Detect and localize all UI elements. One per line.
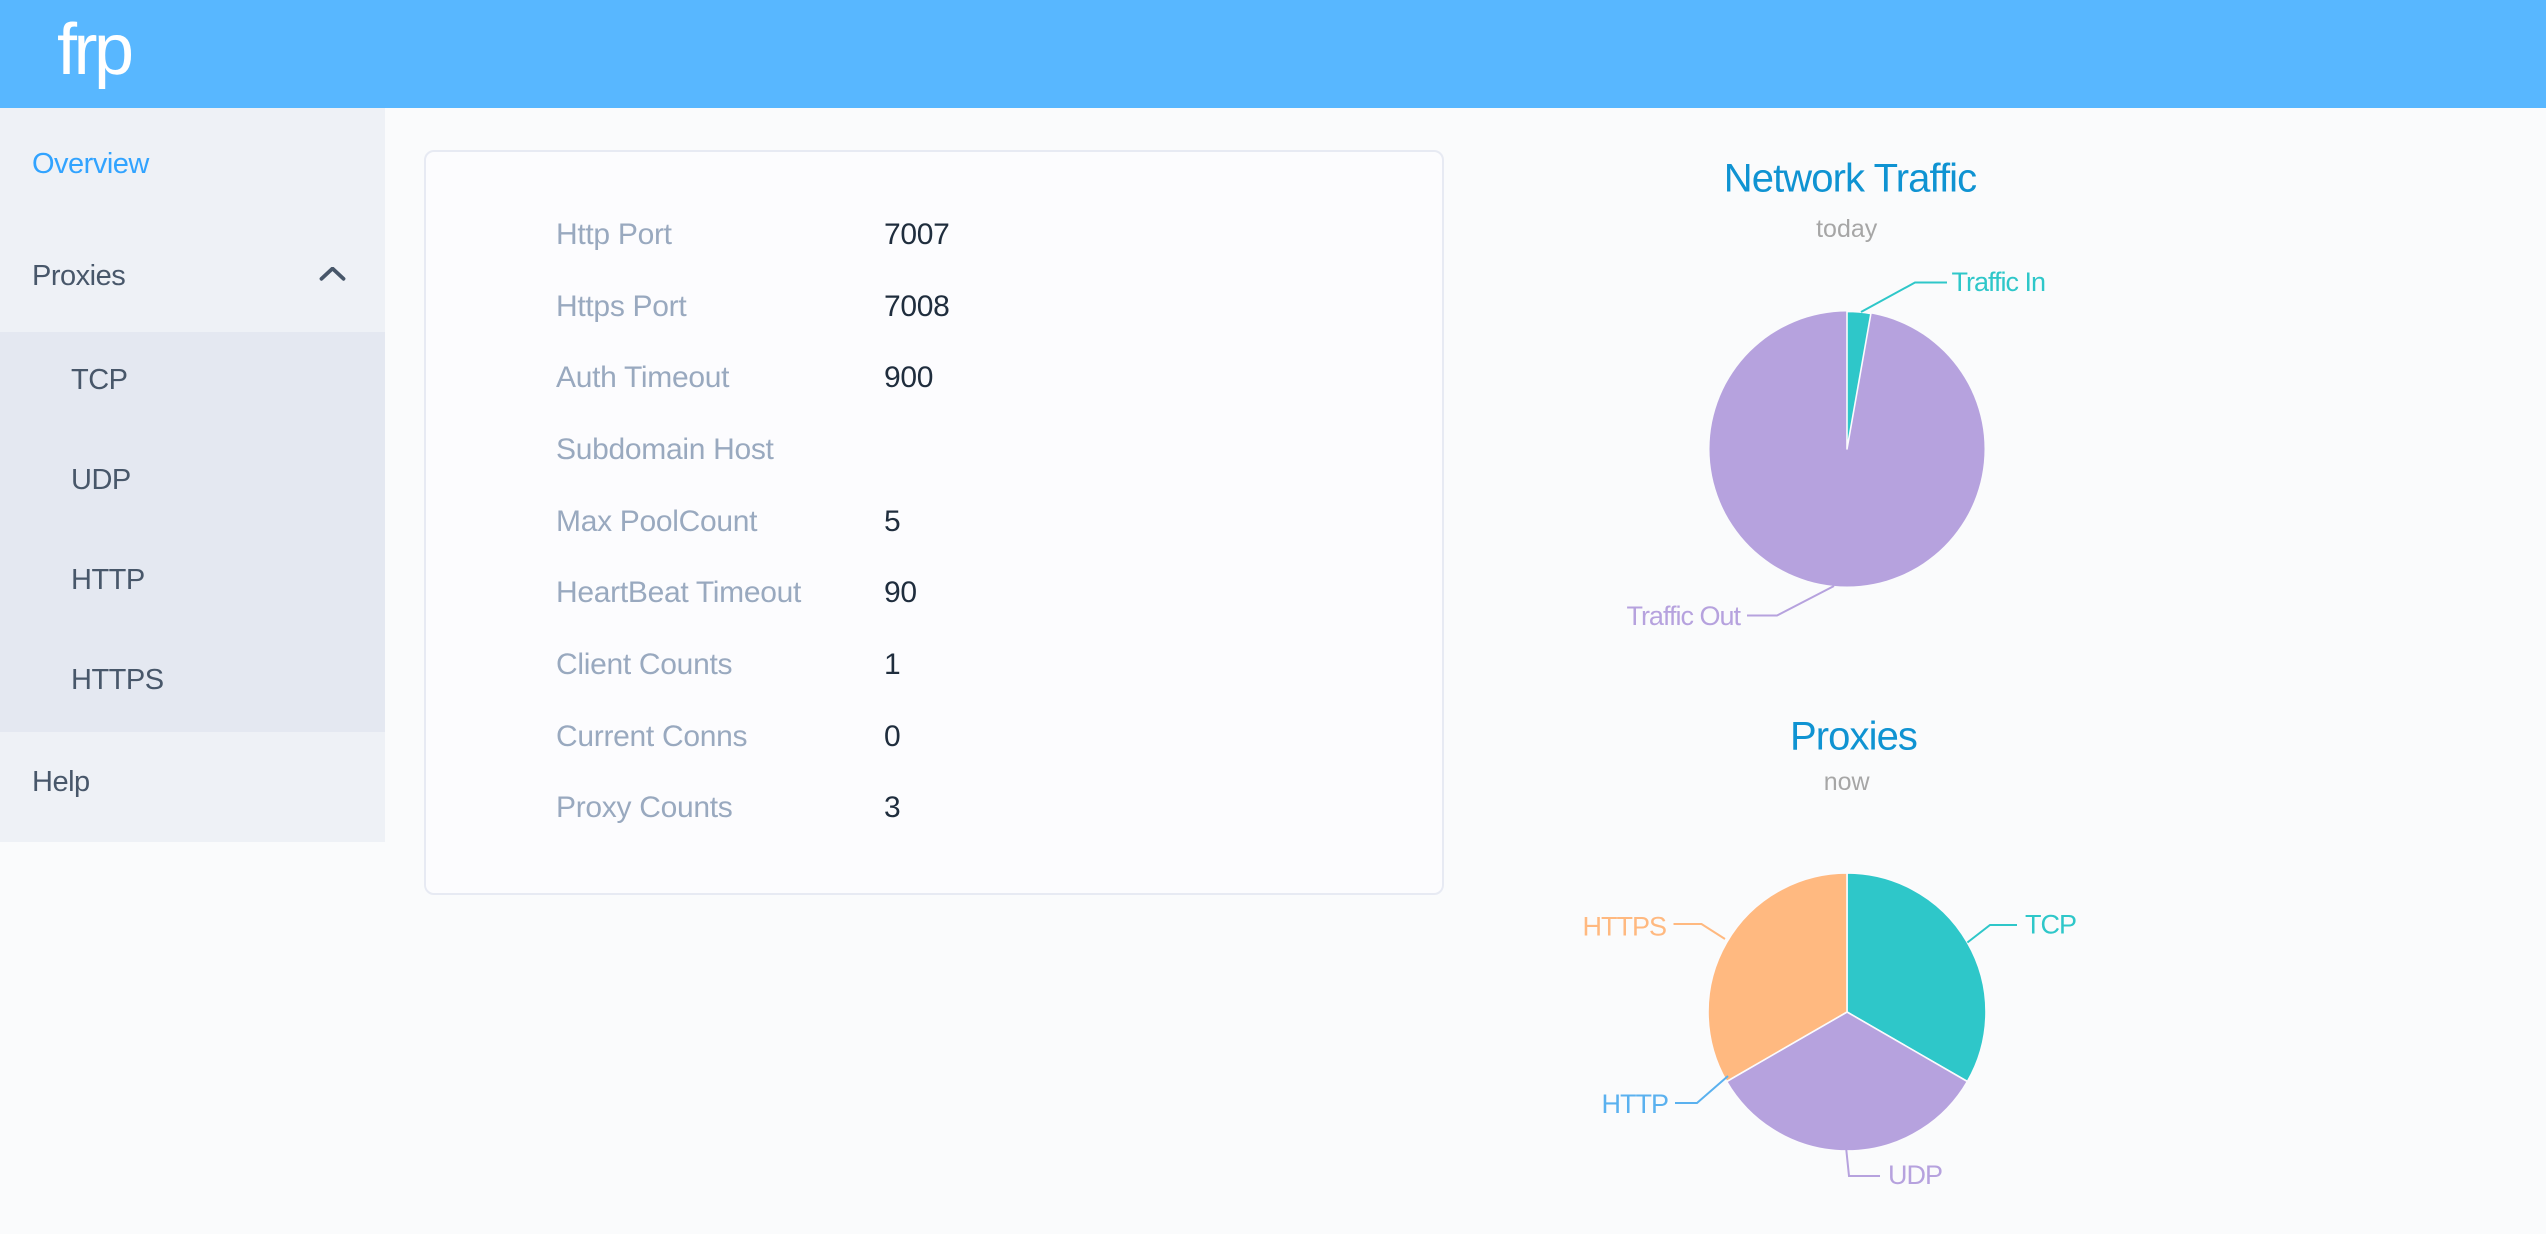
svg-text:UDP: UDP [1888,1160,1942,1190]
svg-text:Traffic In: Traffic In [1952,267,2046,297]
svg-text:Proxies: Proxies [1790,715,1917,759]
svg-text:HTTPS: HTTPS [1582,911,1666,941]
svg-text:Network Traffic: Network Traffic [1724,157,1977,201]
svg-text:TCP: TCP [2025,909,2076,939]
svg-text:now: now [1824,768,1871,796]
svg-text:Traffic Out: Traffic Out [1626,601,1741,631]
svg-text:HTTP: HTTP [1602,1089,1669,1119]
svg-text:today: today [1816,215,1878,243]
